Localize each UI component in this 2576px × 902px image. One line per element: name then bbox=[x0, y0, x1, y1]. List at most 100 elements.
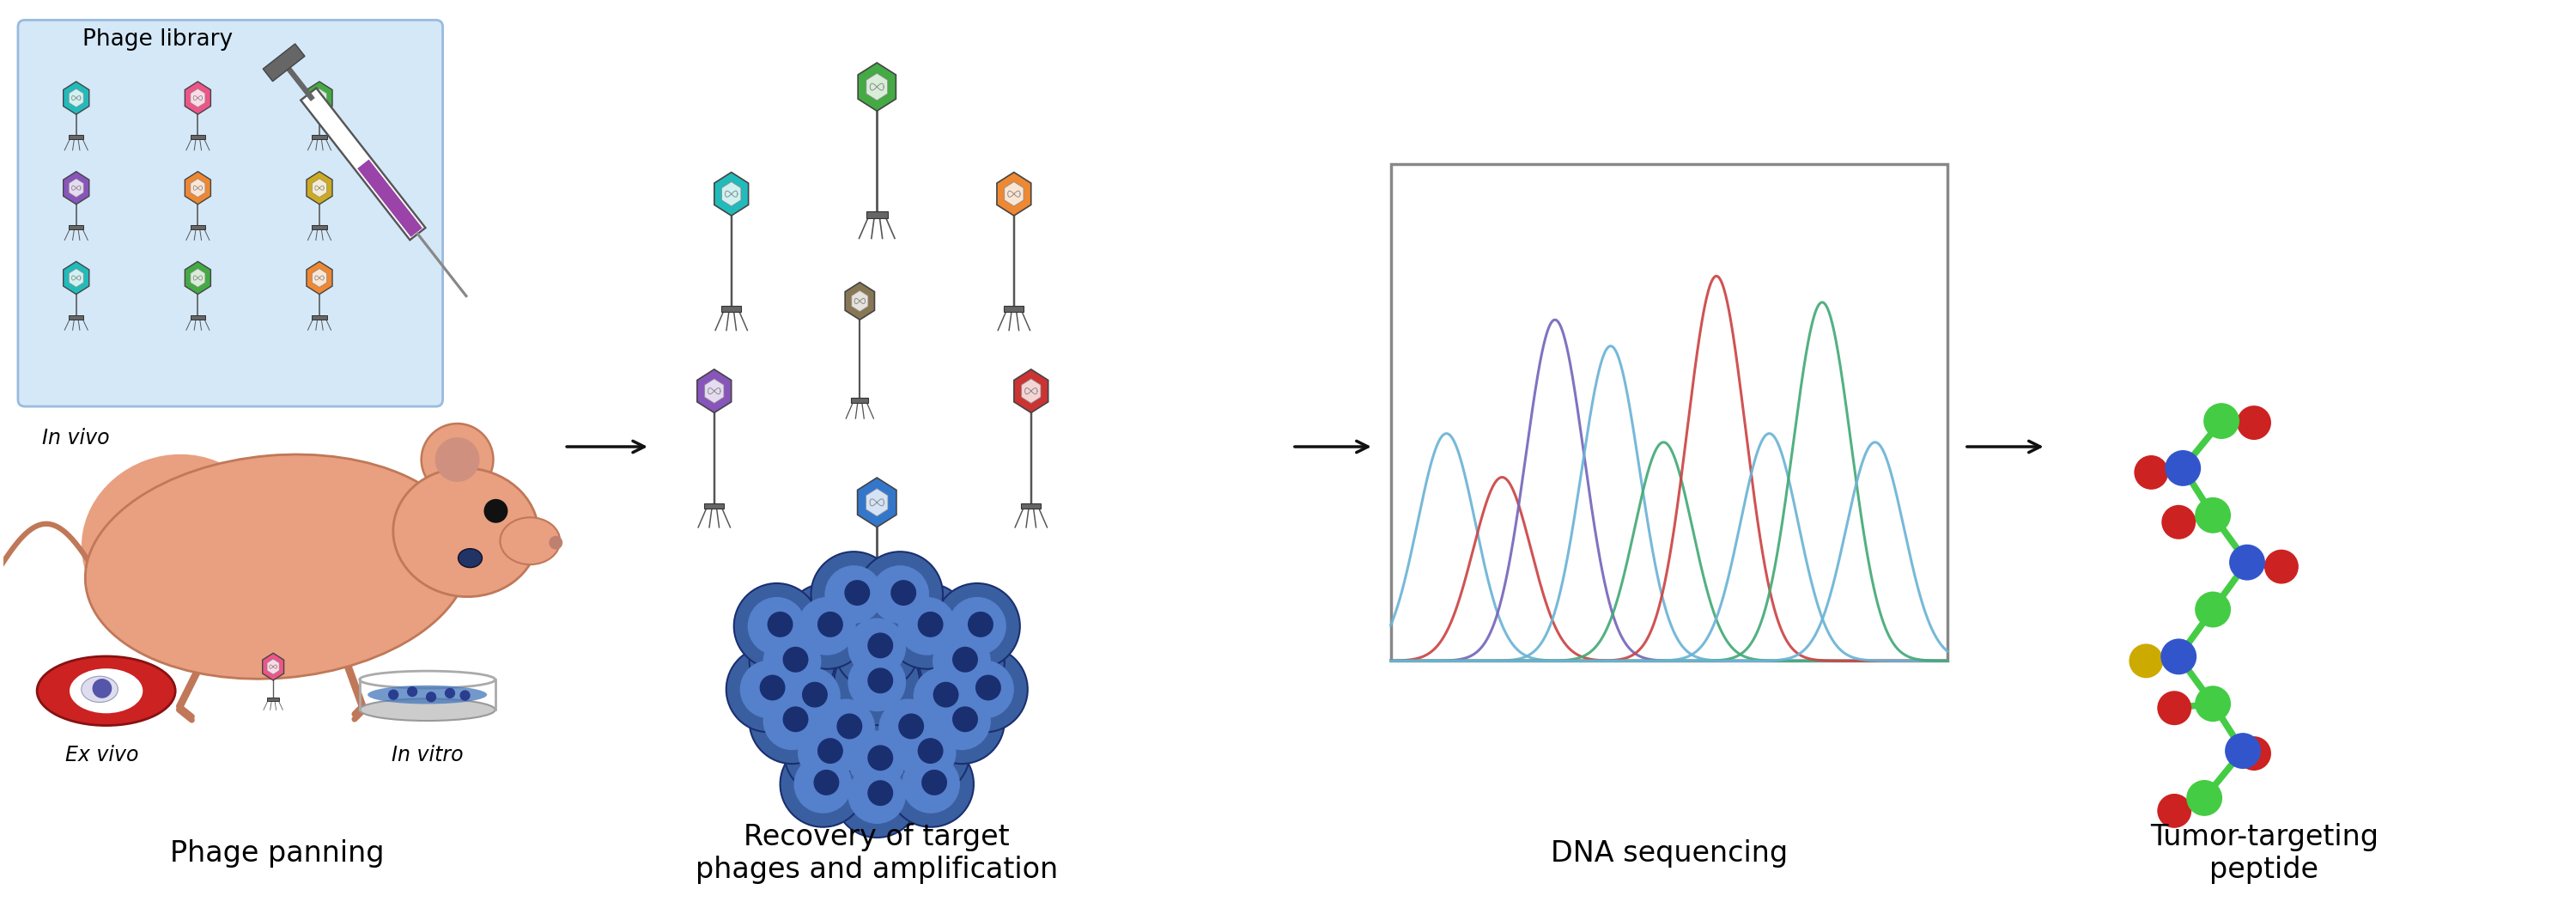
Circle shape bbox=[920, 619, 1005, 704]
Circle shape bbox=[2128, 644, 2164, 678]
Circle shape bbox=[783, 710, 871, 796]
Polygon shape bbox=[268, 659, 278, 675]
Polygon shape bbox=[70, 179, 82, 198]
Polygon shape bbox=[191, 179, 206, 198]
Circle shape bbox=[2133, 456, 2169, 490]
Circle shape bbox=[933, 632, 992, 690]
Polygon shape bbox=[185, 81, 211, 115]
Text: Phage panning: Phage panning bbox=[170, 840, 384, 868]
Circle shape bbox=[2236, 406, 2272, 440]
Circle shape bbox=[484, 499, 507, 523]
FancyBboxPatch shape bbox=[1391, 164, 1947, 661]
Circle shape bbox=[811, 552, 896, 638]
Circle shape bbox=[2202, 403, 2239, 439]
Circle shape bbox=[899, 713, 925, 739]
Circle shape bbox=[739, 660, 799, 719]
Polygon shape bbox=[1005, 182, 1023, 207]
Circle shape bbox=[2161, 505, 2195, 539]
Circle shape bbox=[848, 653, 907, 712]
Circle shape bbox=[837, 713, 863, 739]
Circle shape bbox=[2236, 736, 2272, 770]
Circle shape bbox=[781, 741, 866, 827]
Circle shape bbox=[768, 612, 793, 637]
Circle shape bbox=[783, 584, 871, 669]
Polygon shape bbox=[191, 269, 206, 287]
Bar bbox=[312, 226, 327, 229]
Circle shape bbox=[953, 706, 979, 732]
Circle shape bbox=[768, 654, 855, 740]
Polygon shape bbox=[64, 81, 90, 115]
Ellipse shape bbox=[82, 455, 268, 628]
Ellipse shape bbox=[82, 676, 118, 703]
Polygon shape bbox=[1023, 379, 1041, 403]
Circle shape bbox=[891, 580, 917, 605]
Ellipse shape bbox=[500, 518, 559, 565]
Circle shape bbox=[935, 584, 1020, 669]
Polygon shape bbox=[358, 160, 422, 237]
Text: Recovery of target
phages and amplification: Recovery of target phages and amplificat… bbox=[696, 824, 1059, 884]
Bar bbox=[850, 398, 868, 402]
Bar bbox=[191, 135, 206, 139]
Polygon shape bbox=[185, 171, 211, 205]
Circle shape bbox=[899, 597, 956, 655]
Circle shape bbox=[866, 686, 951, 771]
Circle shape bbox=[848, 618, 907, 676]
Circle shape bbox=[920, 678, 1005, 764]
Circle shape bbox=[889, 741, 974, 827]
Circle shape bbox=[884, 584, 969, 669]
Circle shape bbox=[435, 437, 479, 482]
Circle shape bbox=[868, 745, 894, 770]
Circle shape bbox=[956, 660, 1015, 719]
Polygon shape bbox=[185, 262, 211, 294]
Text: DNA sequencing: DNA sequencing bbox=[1551, 840, 1788, 868]
Polygon shape bbox=[307, 81, 332, 115]
Polygon shape bbox=[714, 172, 750, 216]
Circle shape bbox=[2228, 545, 2264, 580]
Polygon shape bbox=[997, 172, 1030, 216]
Ellipse shape bbox=[70, 668, 142, 713]
Circle shape bbox=[760, 675, 786, 701]
Circle shape bbox=[783, 706, 809, 732]
Circle shape bbox=[917, 612, 943, 637]
Circle shape bbox=[459, 690, 471, 701]
Polygon shape bbox=[312, 179, 327, 198]
Circle shape bbox=[835, 640, 920, 725]
Circle shape bbox=[933, 682, 958, 707]
Circle shape bbox=[793, 755, 853, 814]
Circle shape bbox=[2195, 592, 2231, 628]
Bar bbox=[866, 212, 889, 217]
Polygon shape bbox=[866, 73, 889, 100]
Circle shape bbox=[747, 597, 806, 655]
Circle shape bbox=[762, 692, 822, 750]
Bar bbox=[70, 226, 82, 229]
Polygon shape bbox=[191, 88, 206, 107]
Circle shape bbox=[389, 689, 399, 700]
Polygon shape bbox=[307, 171, 332, 205]
Circle shape bbox=[446, 688, 456, 698]
Circle shape bbox=[848, 731, 907, 788]
Circle shape bbox=[976, 675, 1002, 701]
Circle shape bbox=[734, 584, 819, 669]
Circle shape bbox=[407, 686, 417, 697]
Text: In vitro: In vitro bbox=[392, 745, 464, 766]
Polygon shape bbox=[64, 171, 90, 205]
Circle shape bbox=[750, 678, 835, 764]
Bar bbox=[191, 226, 206, 229]
Bar bbox=[866, 630, 889, 637]
Circle shape bbox=[845, 580, 871, 605]
Circle shape bbox=[814, 769, 840, 796]
Ellipse shape bbox=[394, 468, 538, 597]
Ellipse shape bbox=[85, 455, 469, 679]
Circle shape bbox=[969, 612, 994, 637]
Circle shape bbox=[726, 647, 811, 732]
Bar bbox=[1020, 503, 1041, 509]
Circle shape bbox=[835, 717, 920, 803]
Polygon shape bbox=[845, 282, 873, 320]
Bar bbox=[70, 315, 82, 319]
Polygon shape bbox=[64, 262, 90, 294]
Circle shape bbox=[799, 723, 855, 782]
Circle shape bbox=[2195, 497, 2231, 533]
Circle shape bbox=[2156, 691, 2192, 725]
Circle shape bbox=[425, 692, 435, 702]
Circle shape bbox=[824, 566, 884, 623]
